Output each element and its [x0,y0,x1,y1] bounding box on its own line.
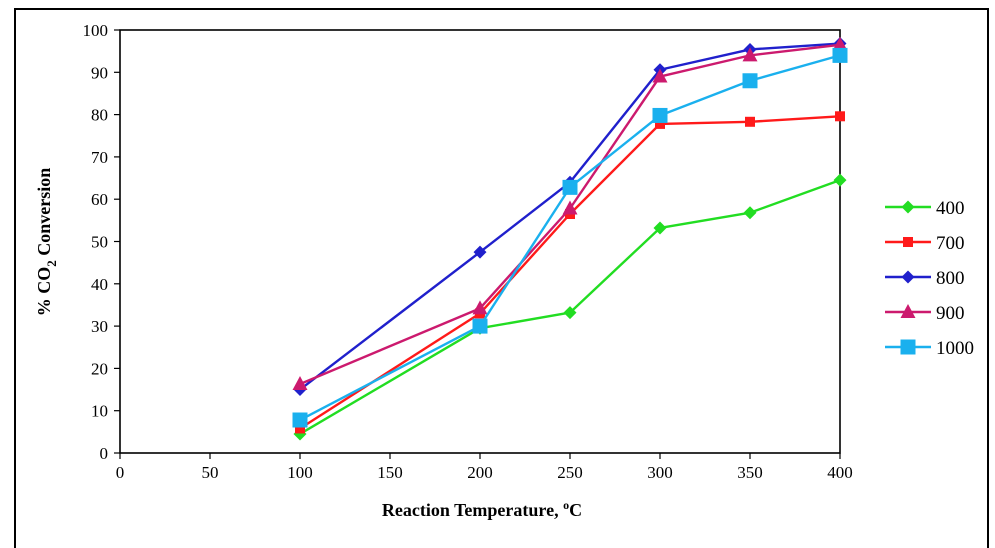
x-tick-label: 150 [377,463,403,482]
data-point-900 [562,200,578,215]
data-point-900 [832,36,848,51]
data-point-700 [295,423,305,434]
chart-frame [14,8,989,548]
data-point-1000 [742,73,758,89]
series-layer [292,36,848,441]
data-point-900 [472,300,488,315]
y-tick-label: 30 [91,317,108,336]
y-axis-title: % CO2 Conversion [34,168,59,317]
y-tick-label: 0 [100,444,109,463]
series-line-900 [299,43,841,386]
data-point-400 [833,173,847,187]
data-point-1000 [652,107,668,123]
y-tick-label: 20 [91,359,108,378]
legend-marker [900,304,916,318]
series-900 [292,36,848,391]
y-tick-label: 40 [91,275,108,294]
data-point-400 [563,306,577,320]
legend-marker [901,270,915,284]
series-line-800 [299,42,841,391]
y-tick-label: 100 [83,21,109,40]
legend-label: 900 [936,303,965,324]
legend-marker [901,200,915,214]
x-tick-label: 200 [467,463,493,482]
data-point-400 [653,221,667,235]
data-point-900 [742,47,758,62]
data-point-700 [655,118,665,129]
series-line-1000 [299,54,841,422]
y-tick-label: 80 [91,106,108,125]
legend-marker [900,339,916,355]
axes: 0 50 100 150 200 250 300 350 400 0 10 20 30 40 50 60 70 8… [83,21,853,482]
x-axis-title: Reaction Temperature, oC [382,498,582,520]
y-tick-label: 60 [91,190,108,209]
x-tick-label: 0 [116,463,125,482]
data-point-900 [292,376,308,391]
data-point-700 [835,111,845,122]
x-tick-label: 250 [557,463,583,482]
data-point-800 [473,245,487,259]
x-tick-label: 400 [827,463,853,482]
data-point-900 [652,68,668,83]
legend-label: 800 [936,268,965,289]
data-point-1000 [832,47,848,63]
y-tick-label: 70 [91,148,108,167]
y-tick-label: 10 [91,402,108,421]
series-700 [295,111,845,434]
legend-item-400: 400 [885,198,965,219]
x-tick-label: 100 [287,463,313,482]
data-point-1000 [472,318,488,334]
legend-marker [903,237,913,247]
legend-item-800: 800 [885,268,965,289]
x-tick-label: 350 [737,463,763,482]
data-point-400 [743,206,757,220]
legend-item-900: 900 [885,303,965,324]
series-line-700 [299,115,841,430]
series-line-400 [299,179,841,435]
x-tick-label: 300 [647,463,673,482]
data-point-1000 [292,412,308,428]
x-tick-label: 50 [202,463,219,482]
legend-label: 700 [936,233,965,254]
y-tick-label: 50 [91,233,108,252]
series-1000 [292,47,848,428]
legend-label: 400 [936,198,965,219]
legend: 400 700 800 900 1000 [885,198,974,359]
data-point-700 [745,116,755,127]
legend-item-1000: 1000 [885,338,974,359]
legend-label: 1000 [936,338,974,359]
plot-area-border [119,29,841,454]
legend-item-700: 700 [885,233,965,254]
data-point-1000 [562,179,578,195]
y-tick-label: 90 [91,63,108,82]
